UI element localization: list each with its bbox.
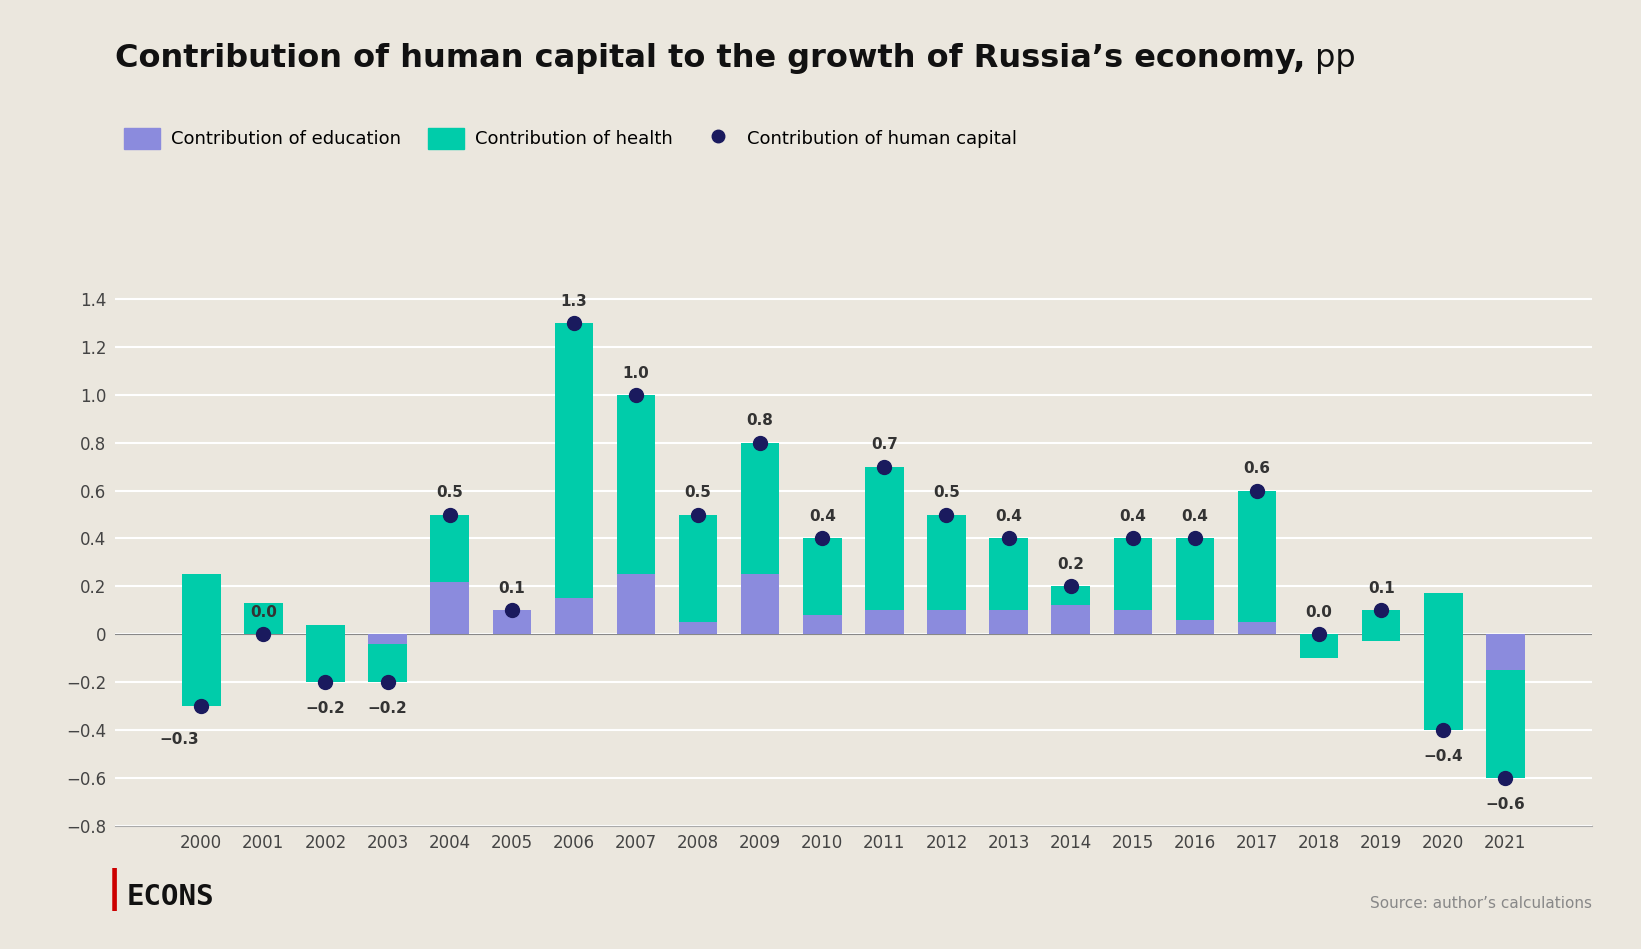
Bar bbox=[245, 603, 282, 634]
Text: 0.6: 0.6 bbox=[1244, 461, 1270, 476]
Bar bbox=[742, 443, 779, 574]
Bar bbox=[1237, 623, 1277, 634]
Text: 0.5: 0.5 bbox=[684, 485, 712, 500]
Point bbox=[1244, 483, 1270, 498]
Text: pp: pp bbox=[1305, 43, 1355, 74]
Bar bbox=[990, 610, 1027, 634]
Legend: Contribution of education, Contribution of health, Contribution of human capital: Contribution of education, Contribution … bbox=[125, 128, 1017, 148]
Text: Contribution of human capital to the growth of Russia’s economy,: Contribution of human capital to the gro… bbox=[115, 43, 1305, 74]
Text: −0.3: −0.3 bbox=[159, 733, 199, 747]
Bar bbox=[927, 514, 965, 610]
Point bbox=[809, 530, 835, 546]
Bar bbox=[1362, 610, 1400, 642]
Bar bbox=[1052, 586, 1090, 605]
Text: −0.4: −0.4 bbox=[1423, 749, 1464, 764]
Bar bbox=[430, 582, 469, 634]
Bar bbox=[679, 623, 717, 634]
Bar bbox=[617, 574, 655, 634]
Bar bbox=[927, 610, 965, 634]
Bar bbox=[990, 538, 1027, 610]
Point bbox=[499, 603, 525, 618]
Point bbox=[684, 507, 711, 522]
Point bbox=[934, 507, 960, 522]
Point bbox=[1492, 771, 1518, 786]
Point bbox=[871, 459, 898, 474]
Bar bbox=[368, 634, 407, 643]
Bar bbox=[865, 467, 904, 610]
Bar bbox=[1487, 670, 1524, 778]
Point bbox=[374, 675, 400, 690]
Bar bbox=[1237, 491, 1277, 623]
Point bbox=[249, 626, 276, 642]
Point bbox=[747, 436, 773, 451]
Bar bbox=[742, 574, 779, 634]
Text: 0.0: 0.0 bbox=[1306, 605, 1332, 620]
Point bbox=[1431, 722, 1457, 737]
Bar bbox=[368, 643, 407, 682]
Text: Source: author’s calculations: Source: author’s calculations bbox=[1370, 896, 1592, 911]
Text: −0.2: −0.2 bbox=[368, 701, 407, 716]
Text: 0.1: 0.1 bbox=[499, 581, 525, 596]
Point bbox=[437, 507, 463, 522]
Text: 1.3: 1.3 bbox=[561, 293, 587, 308]
Point bbox=[1057, 579, 1083, 594]
Text: 0.1: 0.1 bbox=[1369, 581, 1395, 596]
Bar bbox=[307, 624, 345, 634]
Point bbox=[189, 698, 215, 714]
Point bbox=[1182, 530, 1208, 546]
Point bbox=[1306, 626, 1332, 642]
Point bbox=[1119, 530, 1145, 546]
Bar bbox=[1052, 605, 1090, 634]
Bar bbox=[1175, 620, 1214, 634]
Text: 0.4: 0.4 bbox=[1182, 509, 1208, 524]
Bar bbox=[1114, 538, 1152, 610]
Bar bbox=[492, 610, 532, 634]
Bar bbox=[182, 574, 220, 706]
Bar bbox=[555, 323, 592, 598]
Point bbox=[1369, 603, 1395, 618]
Bar bbox=[555, 598, 592, 634]
Text: 0.0: 0.0 bbox=[249, 605, 277, 620]
Text: 0.7: 0.7 bbox=[871, 437, 898, 453]
Bar bbox=[1424, 593, 1462, 634]
Bar bbox=[679, 514, 717, 623]
Text: −0.2: −0.2 bbox=[305, 701, 345, 716]
Bar bbox=[617, 395, 655, 574]
Bar bbox=[1175, 538, 1214, 620]
Bar bbox=[430, 514, 469, 582]
Bar bbox=[1487, 634, 1524, 670]
Bar bbox=[182, 574, 220, 634]
Text: 0.4: 0.4 bbox=[1119, 509, 1145, 524]
Text: 0.8: 0.8 bbox=[747, 414, 773, 428]
Point bbox=[996, 530, 1022, 546]
Bar bbox=[1300, 634, 1339, 658]
Bar bbox=[1362, 634, 1400, 642]
Text: 1.0: 1.0 bbox=[622, 365, 650, 381]
Text: 0.4: 0.4 bbox=[809, 509, 835, 524]
Bar bbox=[865, 610, 904, 634]
Text: |: | bbox=[107, 868, 121, 911]
Bar bbox=[1114, 610, 1152, 634]
Bar bbox=[802, 615, 842, 634]
Text: −0.6: −0.6 bbox=[1485, 797, 1524, 812]
Bar bbox=[1424, 593, 1462, 730]
Text: 0.5: 0.5 bbox=[934, 485, 960, 500]
Text: 0.5: 0.5 bbox=[437, 485, 463, 500]
Bar bbox=[245, 603, 282, 634]
Point bbox=[561, 315, 587, 330]
Text: 0.2: 0.2 bbox=[1057, 557, 1085, 572]
Text: ECONS: ECONS bbox=[126, 883, 213, 911]
Point bbox=[624, 387, 650, 402]
Bar bbox=[802, 538, 842, 615]
Bar bbox=[307, 624, 345, 682]
Point bbox=[312, 675, 338, 690]
Text: 0.4: 0.4 bbox=[994, 509, 1022, 524]
Bar bbox=[1300, 634, 1339, 658]
